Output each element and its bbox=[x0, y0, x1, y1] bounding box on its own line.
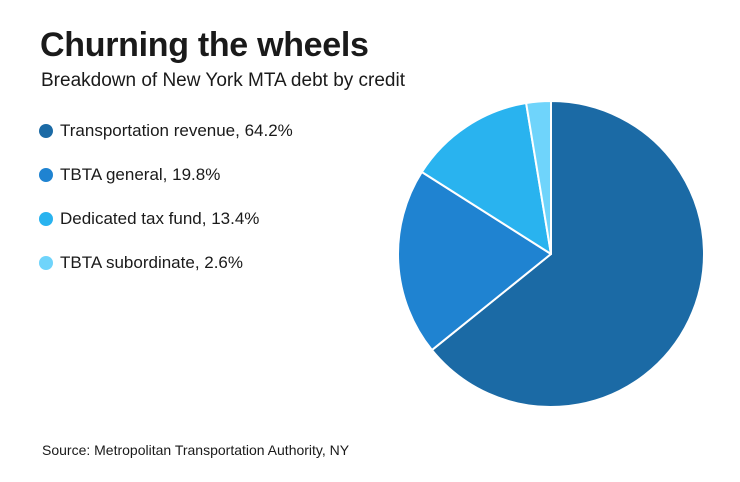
pie-slice-tbta-subordinate bbox=[525, 100, 552, 255]
legend-item: Transportation revenue, 64.2% bbox=[39, 120, 293, 142]
legend-item: TBTA general, 19.8% bbox=[39, 164, 293, 186]
legend: Transportation revenue, 64.2% TBTA gener… bbox=[39, 120, 293, 296]
legend-swatch bbox=[39, 212, 53, 226]
chart-subtitle: Breakdown of New York MTA debt by credit bbox=[41, 70, 405, 91]
legend-swatch bbox=[39, 256, 53, 270]
pie-chart bbox=[397, 100, 705, 408]
legend-label: Transportation revenue, 64.2% bbox=[60, 121, 293, 140]
pie-slice-dedicated-tax-fund bbox=[420, 102, 552, 255]
pie-slice-tbta-general bbox=[397, 171, 552, 352]
source-note: Source: Metropolitan Transportation Auth… bbox=[42, 442, 350, 458]
legend-label: TBTA subordinate, 2.6% bbox=[60, 253, 244, 272]
legend-item: TBTA subordinate, 2.6% bbox=[39, 252, 293, 274]
pie-slice-transportation-revenue bbox=[430, 100, 705, 408]
legend-label: TBTA general, 19.8% bbox=[60, 165, 221, 184]
legend-item: Dedicated tax fund, 13.4% bbox=[39, 208, 293, 230]
legend-label: Dedicated tax fund, 13.4% bbox=[60, 209, 260, 228]
legend-swatch bbox=[39, 124, 53, 138]
chart-title: Churning the wheels bbox=[40, 26, 369, 64]
legend-swatch bbox=[39, 168, 53, 182]
